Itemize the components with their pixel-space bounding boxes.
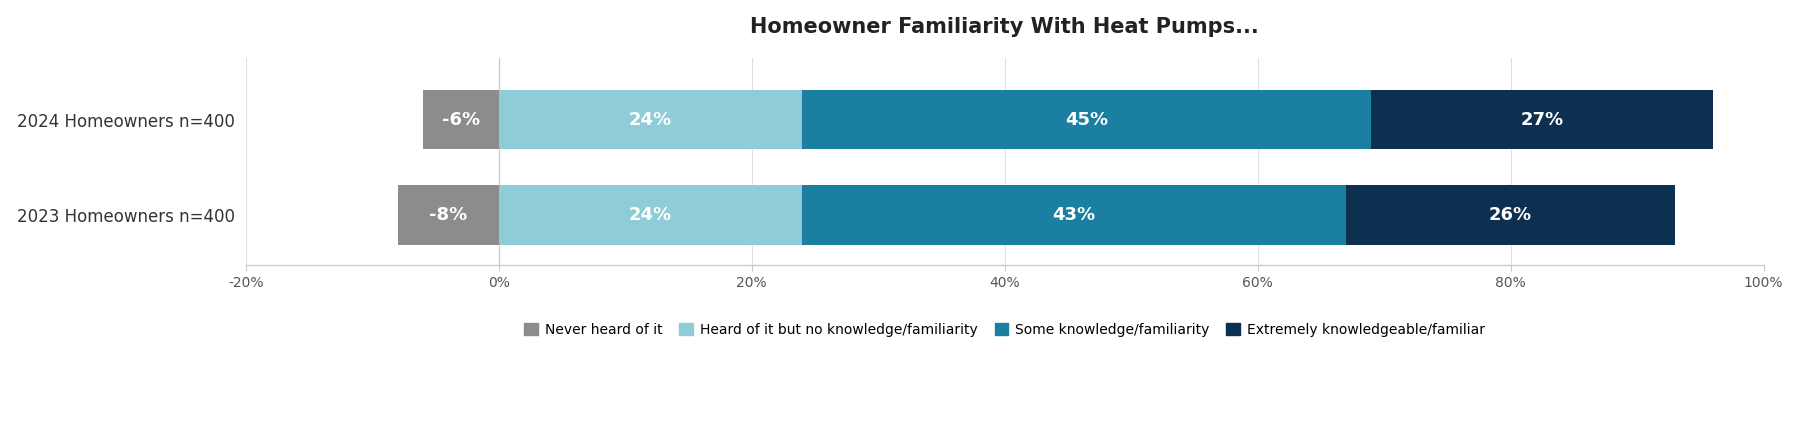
Bar <box>398 186 499 245</box>
Text: 26%: 26% <box>1489 206 1532 224</box>
Bar <box>1372 90 1714 149</box>
Title: Homeowner Familiarity With Heat Pumps...: Homeowner Familiarity With Heat Pumps... <box>751 17 1258 37</box>
Bar <box>499 186 803 245</box>
Bar <box>499 90 803 149</box>
Text: 27%: 27% <box>1521 111 1564 129</box>
Bar <box>803 186 1346 245</box>
Text: -6%: -6% <box>441 111 481 129</box>
Bar <box>1346 186 1676 245</box>
Text: 45%: 45% <box>1066 111 1109 129</box>
Bar <box>423 90 499 149</box>
Text: 24%: 24% <box>628 206 671 224</box>
Text: 24%: 24% <box>628 111 671 129</box>
Bar <box>803 90 1372 149</box>
Text: -8%: -8% <box>428 206 468 224</box>
Text: 43%: 43% <box>1053 206 1096 224</box>
Legend: Never heard of it, Heard of it but no knowledge/familiarity, Some knowledge/fami: Never heard of it, Heard of it but no kn… <box>518 317 1490 342</box>
